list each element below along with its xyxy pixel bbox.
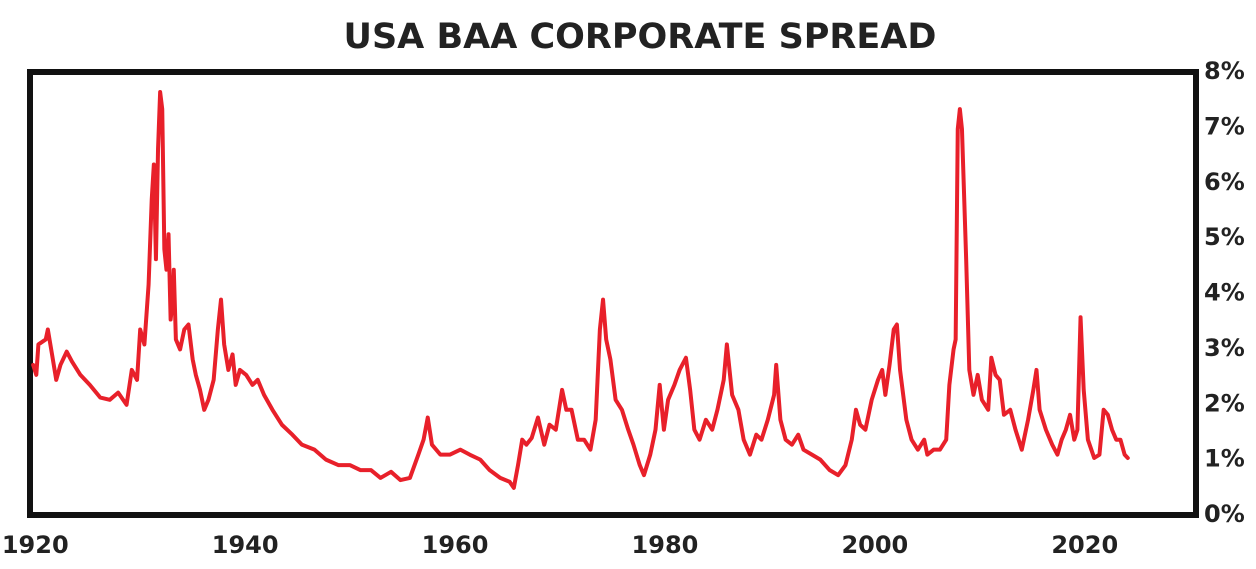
y-tick-label: 8%: [1204, 57, 1245, 85]
x-tick-label: 1960: [422, 531, 489, 559]
data-line: [31, 89, 1130, 490]
y-tick-label: 4%: [1204, 279, 1245, 307]
y-tick-label: 3%: [1204, 334, 1245, 362]
x-tick-label: 1940: [212, 531, 279, 559]
y-tick-label: 5%: [1204, 223, 1245, 251]
x-tick-label: 1920: [2, 531, 69, 559]
y-tick-label: 6%: [1204, 168, 1245, 196]
x-tick-label: 2020: [1051, 531, 1118, 559]
y-tick-label: 0%: [1204, 500, 1245, 528]
x-tick-label: 2000: [841, 531, 908, 559]
y-tick-label: 1%: [1204, 445, 1245, 473]
chart-title: USA BAA CORPORATE SPREAD: [344, 17, 937, 57]
y-tick-label: 2%: [1204, 389, 1245, 417]
x-tick-label: 1980: [632, 531, 699, 559]
y-tick-label: 7%: [1204, 112, 1245, 140]
